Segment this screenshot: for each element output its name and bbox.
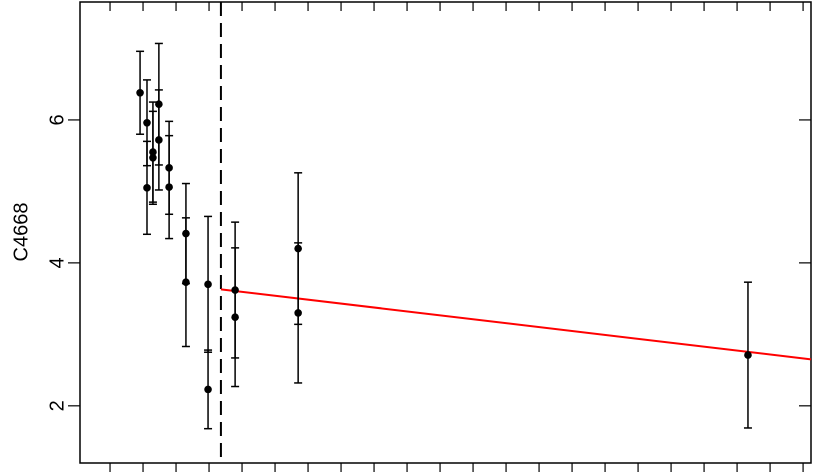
y-axis-label: C4668 bbox=[10, 203, 32, 262]
point bbox=[143, 118, 151, 127]
y-tick-label: 6 bbox=[46, 114, 68, 125]
y-tick-label: 4 bbox=[46, 257, 68, 268]
point bbox=[204, 280, 212, 289]
point bbox=[149, 154, 157, 162]
y-tick-label: 2 bbox=[46, 400, 68, 411]
point bbox=[204, 385, 212, 394]
point bbox=[143, 184, 151, 192]
point bbox=[231, 313, 239, 321]
point bbox=[744, 351, 752, 359]
fit-line bbox=[220, 288, 812, 361]
point bbox=[182, 278, 190, 286]
point bbox=[165, 183, 173, 191]
point bbox=[294, 309, 302, 317]
point bbox=[136, 88, 144, 97]
point bbox=[155, 136, 163, 144]
plot-frame bbox=[79, 1, 812, 464]
